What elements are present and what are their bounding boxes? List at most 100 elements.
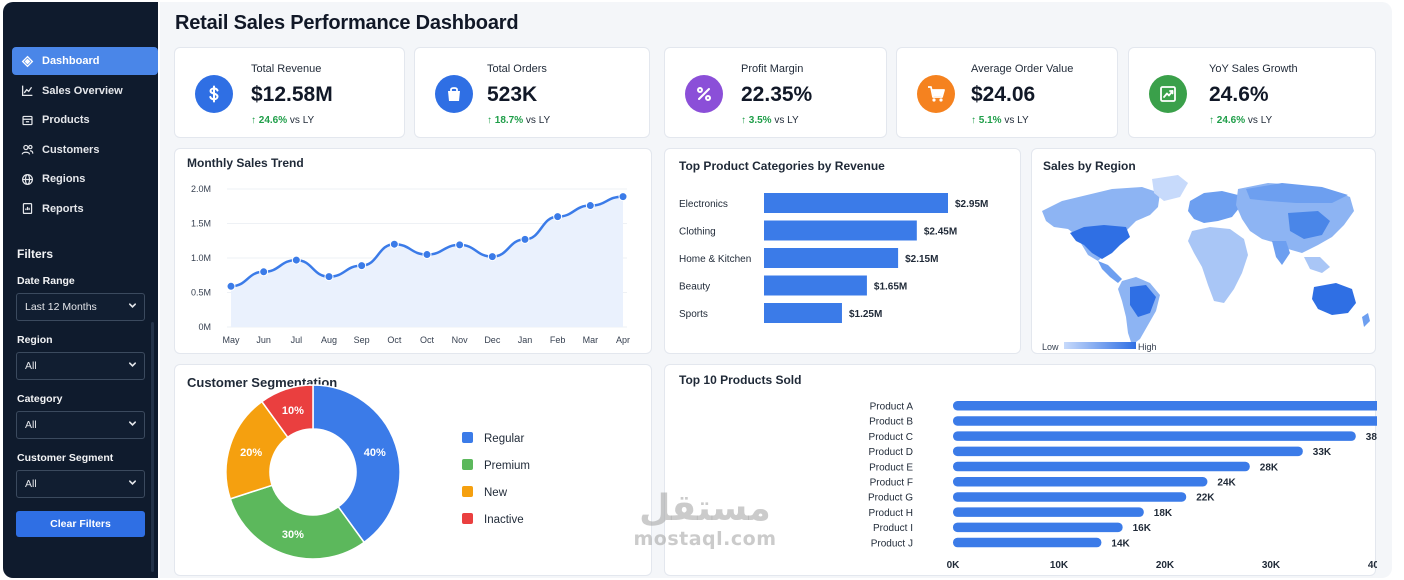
donut-slice-label: 10% <box>282 405 304 417</box>
sales-point[interactable] <box>259 267 269 277</box>
kpi-delta: ↑ 24.6% vs LY <box>251 115 314 126</box>
china-region <box>1288 211 1330 239</box>
category-label: Beauty <box>679 282 710 293</box>
sales-point[interactable] <box>389 239 399 249</box>
top-products-card: Top 10 Products Sold Product A48KProduct… <box>664 364 1377 576</box>
category-value-label: $2.95M <box>955 199 988 210</box>
category-bar[interactable] <box>764 220 917 241</box>
sidebar-nav: Dashboard Sales Overview Products Customers… <box>3 47 158 223</box>
globe-icon <box>20 172 34 186</box>
sales-point[interactable] <box>226 281 236 291</box>
kpi-value: 523K <box>487 83 538 106</box>
product-bar[interactable] <box>953 537 1102 548</box>
product-bar[interactable] <box>953 492 1187 502</box>
report-icon <box>20 202 34 216</box>
kpi-delta: ↑ 3.5% vs LY <box>741 115 799 126</box>
legend-swatch <box>462 486 473 497</box>
x-tick-label: Jan <box>518 335 533 345</box>
donut-slice[interactable] <box>312 384 401 544</box>
kpi-card-total-revenue: Total Revenue $12.58M ↑ 24.6% vs LY <box>174 47 405 138</box>
sales-point[interactable] <box>324 272 334 282</box>
category-bar[interactable] <box>764 248 899 268</box>
region-value: All <box>25 359 37 372</box>
sidebar-scrollbar[interactable] <box>151 322 154 572</box>
legend-label: New <box>484 487 508 499</box>
top-products-title: Top 10 Products Sold <box>679 373 802 387</box>
product-bar[interactable] <box>953 461 1250 472</box>
product-bar[interactable] <box>953 507 1144 517</box>
product-bar[interactable] <box>953 401 1377 411</box>
world-map[interactable]: Low High <box>1032 149 1377 355</box>
x-tick-label: Feb <box>550 335 566 345</box>
category-bar[interactable] <box>764 193 948 213</box>
chevron-down-icon <box>128 301 137 313</box>
legend-label: Premium <box>484 460 530 472</box>
product-value-label: 14K <box>1111 538 1130 549</box>
date-range-select[interactable]: Last 12 Months <box>16 292 145 321</box>
kpi-delta-suffix: vs LY <box>1247 115 1273 126</box>
sales-point[interactable] <box>585 201 595 211</box>
usa-region <box>1070 225 1130 259</box>
nav-item-dashboard[interactable]: Dashboard <box>12 47 158 75</box>
region-label: Region <box>17 333 53 346</box>
clear-filters-button[interactable]: Clear Filters <box>16 510 145 537</box>
sales-point[interactable] <box>618 192 628 202</box>
nav-item-products[interactable]: Products <box>12 106 158 134</box>
category-bar[interactable] <box>764 303 842 323</box>
category-label: Clothing <box>679 227 716 238</box>
sales-point[interactable] <box>291 255 301 265</box>
product-value-label: 33K <box>1313 447 1332 458</box>
donut-slice[interactable] <box>225 400 289 500</box>
product-bar[interactable] <box>953 522 1123 533</box>
sales-by-region-title: Sales by Region <box>1043 159 1136 173</box>
region-select[interactable]: All <box>16 351 145 380</box>
map-legend-gradient <box>1064 342 1136 349</box>
europe-region <box>1188 191 1240 223</box>
sales-point[interactable] <box>553 212 563 222</box>
nav-item-reports[interactable]: Reports <box>12 195 158 223</box>
nav-item-regions[interactable]: Regions <box>12 165 158 193</box>
product-label: Product A <box>870 402 914 413</box>
product-bar[interactable] <box>953 477 1208 487</box>
customer-segment-select[interactable]: All <box>16 469 145 498</box>
product-value-label: 18K <box>1154 508 1173 519</box>
kpi-card-profit-margin: Profit Margin 22.35% ↑ 3.5% vs LY <box>664 47 887 138</box>
legend-swatch <box>462 432 473 443</box>
donut-slice[interactable] <box>260 384 314 439</box>
donut-slice[interactable] <box>229 484 366 560</box>
sales-point[interactable] <box>520 234 530 244</box>
nav-item-label: Regions <box>42 173 86 185</box>
sales-point[interactable] <box>455 240 465 250</box>
monthly-sales-card: Monthly Sales Trend 0M 0.5M 1.0M 1.5M 2.0M Ma… <box>174 148 652 354</box>
legend-label: Inactive <box>484 514 524 526</box>
category-select[interactable]: All <box>16 410 145 439</box>
category-value-label: $1.65M <box>874 282 907 293</box>
sales-point[interactable] <box>487 252 497 262</box>
top-categories-chart: Electronics $2.95M Clothing $2.45M Home & Ki… <box>679 193 988 323</box>
category-label: Sports <box>679 309 708 320</box>
legend-label: Regular <box>484 433 524 445</box>
x-tick-label: 20K <box>1156 560 1175 571</box>
sales-point[interactable] <box>422 250 432 260</box>
category-bar[interactable] <box>764 275 867 296</box>
sales-point[interactable] <box>357 261 367 271</box>
kpi-delta-value: ↑ 24.6% <box>1209 115 1246 126</box>
donut-slice-label: 40% <box>364 447 386 459</box>
nav-item-label: Sales Overview <box>42 84 123 97</box>
product-bar[interactable] <box>953 446 1303 457</box>
dashboard-icon <box>20 54 34 68</box>
monthly-sales-title: Monthly Sales Trend <box>187 156 304 170</box>
dollar-icon <box>195 75 233 113</box>
india-region <box>1272 241 1290 265</box>
nav-item-customers[interactable]: Customers <box>12 136 158 164</box>
kpi-card-average-order-value: Average Order Value $24.06 ↑ 5.1% vs LY <box>896 47 1118 138</box>
product-bar[interactable] <box>953 416 1377 426</box>
y-tick-label: 0.5M <box>191 288 211 298</box>
product-label: Product I <box>873 523 913 534</box>
kpi-value: 22.35% <box>741 83 813 106</box>
x-tick-label: 10K <box>1050 560 1069 571</box>
new-zealand-region <box>1362 313 1370 327</box>
customer-segmentation-card: Customer Segmentation 40% 30% 20% 10% Regula… <box>174 364 652 576</box>
nav-item-sales-overview[interactable]: Sales Overview <box>12 77 158 105</box>
product-bar[interactable] <box>953 431 1356 441</box>
